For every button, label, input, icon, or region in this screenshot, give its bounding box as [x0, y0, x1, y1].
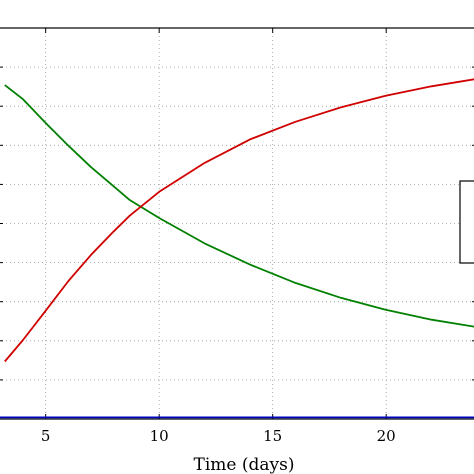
- green-series-line: [4, 84, 474, 328]
- x-tick-label: 5: [41, 427, 51, 445]
- x-tick-label: 20: [377, 427, 396, 445]
- x-tick-labels: 5 10 15 20: [41, 427, 396, 445]
- legend-box: [459, 180, 474, 264]
- x-tick-label: 10: [150, 427, 169, 445]
- x-tick-label: 15: [263, 427, 282, 445]
- plot-area-frame: [0, 27, 474, 420]
- grid: [0, 27, 474, 419]
- red-series-line: [4, 78, 474, 363]
- series-lines: [0, 78, 474, 419]
- x-axis-title: Time (days): [194, 455, 295, 474]
